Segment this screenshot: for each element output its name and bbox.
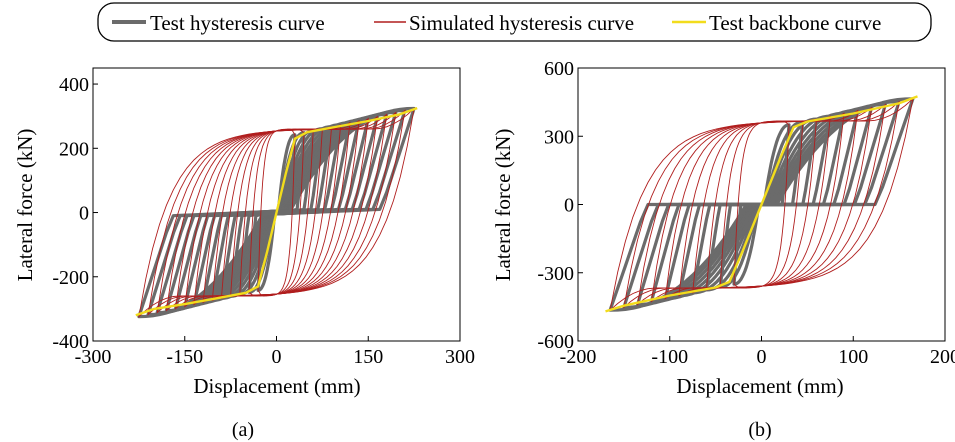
plot-area-b xyxy=(605,95,918,313)
y-tick-label-b-600: 600 xyxy=(544,58,574,80)
y-tick-label-b-0: 0 xyxy=(564,195,574,217)
x-tick-label-a-150: 150 xyxy=(353,346,383,368)
panel-label-b: (b) xyxy=(748,419,771,441)
x-tick-label-a--150: -150 xyxy=(166,346,203,368)
y-axis-label-b: Lateral force (kN) xyxy=(491,129,515,282)
x-tick-label-b-200: 200 xyxy=(930,346,955,368)
chart-panel-a: -300 -150 0 150 300 -400 -200 0 200 400 Displacem… xyxy=(13,67,475,441)
chart-panel-b: -200 -100 0 100 200 -600 -300 0 300 600 Displacem… xyxy=(491,58,955,441)
legend: Test hysteresis curve Simulated hysteres… xyxy=(97,2,932,42)
legend-label-test-backbone: Test backbone curve xyxy=(709,11,881,35)
tick-labels-a: -300 -150 0 150 300 -400 -200 0 200 400 xyxy=(52,74,475,368)
x-tick-label-b--100: -100 xyxy=(651,346,688,368)
y-tick-label-a--200: -200 xyxy=(52,267,89,289)
y-tick-label-a-200: 200 xyxy=(59,138,89,160)
legend-label-test-hysteresis: Test hysteresis curve xyxy=(150,11,325,35)
legend-label-simulated-hysteresis: Simulated hysteresis curve xyxy=(409,11,634,35)
backbone-curve-a xyxy=(135,106,418,317)
y-tick-label-a-0: 0 xyxy=(79,203,89,225)
x-tick-label-b-100: 100 xyxy=(838,346,868,368)
x-tick-label-a-0: 0 xyxy=(272,346,282,368)
plot-area-a xyxy=(135,106,418,319)
y-tick-label-b--600: -600 xyxy=(537,331,574,353)
x-tick-label-a--300: -300 xyxy=(75,346,112,368)
legend-box xyxy=(97,2,932,42)
y-tick-label-b--300: -300 xyxy=(537,263,574,285)
y-tick-label-a--400: -400 xyxy=(52,331,89,353)
y-tick-label-b-300: 300 xyxy=(544,126,574,148)
y-tick-label-a-400: 400 xyxy=(59,74,89,96)
panel-label-a: (a) xyxy=(232,419,254,441)
x-axis-label-b: Displacement (mm) xyxy=(676,374,843,398)
tick-labels-b: -200 -100 0 100 200 -600 -300 0 300 600 xyxy=(537,58,955,368)
y-axis-label-a: Lateral force (kN) xyxy=(13,129,37,282)
x-axis-label-a: Displacement (mm) xyxy=(193,374,360,398)
x-tick-label-a-300: 300 xyxy=(445,346,475,368)
x-tick-label-b-0: 0 xyxy=(757,346,767,368)
backbone-curve-b xyxy=(605,95,918,313)
x-tick-label-b--200: -200 xyxy=(560,346,597,368)
